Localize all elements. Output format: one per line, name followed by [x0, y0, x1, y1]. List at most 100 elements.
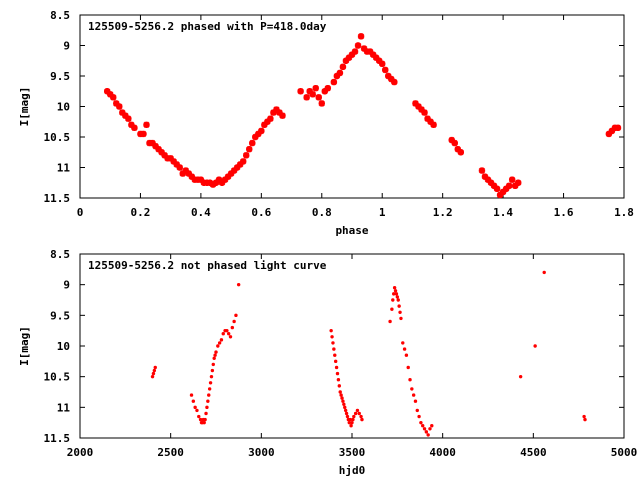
- data-point: [318, 100, 325, 107]
- data-point: [193, 405, 197, 410]
- data-point: [388, 75, 395, 83]
- x-tick-label: 0.6: [251, 206, 271, 219]
- data-point: [415, 408, 419, 413]
- data-point: [401, 341, 405, 345]
- unphased-ylabel: I[mag]: [18, 326, 31, 366]
- x-tick-label: 3000: [248, 446, 275, 459]
- data-point: [197, 176, 205, 183]
- data-point: [512, 182, 519, 189]
- data-point: [258, 127, 265, 135]
- data-point: [267, 115, 274, 122]
- data-point: [189, 393, 194, 397]
- data-point: [605, 130, 613, 138]
- data-point: [216, 344, 220, 348]
- y-tick-label: 10.5: [44, 371, 71, 384]
- data-point: [335, 371, 340, 376]
- data-point: [395, 295, 400, 299]
- data-point: [230, 167, 238, 174]
- data-point: [128, 121, 135, 128]
- data-point: [246, 146, 253, 153]
- data-point: [236, 161, 244, 168]
- data-point: [226, 332, 231, 336]
- data-point: [382, 66, 389, 74]
- data-point: [499, 188, 507, 196]
- data-point: [430, 121, 437, 128]
- data-point: [398, 310, 402, 314]
- data-point: [315, 94, 322, 101]
- data-point: [542, 270, 546, 275]
- data-point: [448, 136, 455, 144]
- data-point: [340, 396, 344, 400]
- data-point: [207, 393, 211, 397]
- data-point: [297, 88, 304, 95]
- data-point: [428, 427, 432, 431]
- data-point: [152, 368, 157, 373]
- data-point: [206, 179, 214, 186]
- phased-ylabel: I[mag]: [18, 87, 31, 127]
- data-point: [406, 365, 410, 370]
- data-point: [140, 130, 147, 138]
- x-tick-label: 1.2: [433, 206, 453, 219]
- data-point: [333, 359, 338, 364]
- y-tick-label: 11.5: [44, 432, 71, 445]
- data-point: [331, 341, 335, 345]
- data-point: [206, 399, 210, 403]
- data-point: [205, 405, 209, 410]
- data-point: [273, 106, 280, 113]
- x-tick-label: 5000: [611, 446, 638, 459]
- data-point: [337, 384, 342, 388]
- data-point: [197, 414, 201, 419]
- data-point: [113, 100, 120, 107]
- data-point: [221, 176, 229, 183]
- data-point: [303, 94, 310, 101]
- y-tick-label: 10.5: [44, 131, 71, 144]
- data-point: [225, 328, 229, 333]
- data-point: [430, 424, 434, 428]
- data-point: [208, 381, 213, 385]
- data-point: [333, 72, 341, 80]
- data-point: [334, 365, 339, 370]
- data-point: [396, 298, 400, 302]
- data-point: [417, 414, 421, 419]
- data-point: [185, 170, 192, 177]
- data-point: [212, 179, 220, 186]
- data-point: [392, 292, 396, 296]
- data-point: [212, 356, 216, 360]
- data-point: [176, 164, 183, 171]
- data-point: [224, 173, 232, 180]
- data-point: [219, 338, 224, 342]
- data-point: [496, 191, 504, 199]
- data-point: [424, 115, 431, 122]
- data-point: [143, 121, 150, 128]
- data-point: [392, 286, 397, 290]
- data-point: [107, 91, 114, 98]
- data-point: [202, 420, 206, 425]
- data-point: [402, 347, 407, 351]
- data-point: [255, 130, 262, 138]
- data-point: [213, 353, 217, 357]
- data-point: [426, 433, 430, 437]
- data-point: [209, 181, 217, 188]
- data-point: [533, 344, 537, 348]
- data-point: [336, 378, 341, 382]
- data-point: [490, 182, 498, 189]
- data-point: [518, 374, 523, 379]
- data-point: [209, 374, 214, 379]
- data-point: [376, 57, 383, 64]
- data-point: [385, 72, 392, 80]
- x-tick-label: 1.6: [554, 206, 574, 219]
- data-point: [348, 417, 352, 422]
- data-point: [357, 33, 365, 40]
- data-point: [153, 365, 157, 370]
- data-point: [421, 424, 425, 428]
- data-point: [233, 164, 241, 171]
- data-point: [341, 399, 345, 403]
- data-point: [339, 393, 343, 397]
- data-point: [252, 133, 259, 141]
- data-point: [207, 387, 212, 391]
- data-point: [397, 304, 401, 308]
- data-point: [502, 185, 510, 193]
- x-tick-label: 2500: [157, 446, 184, 459]
- data-point: [390, 307, 394, 311]
- data-point: [478, 167, 486, 174]
